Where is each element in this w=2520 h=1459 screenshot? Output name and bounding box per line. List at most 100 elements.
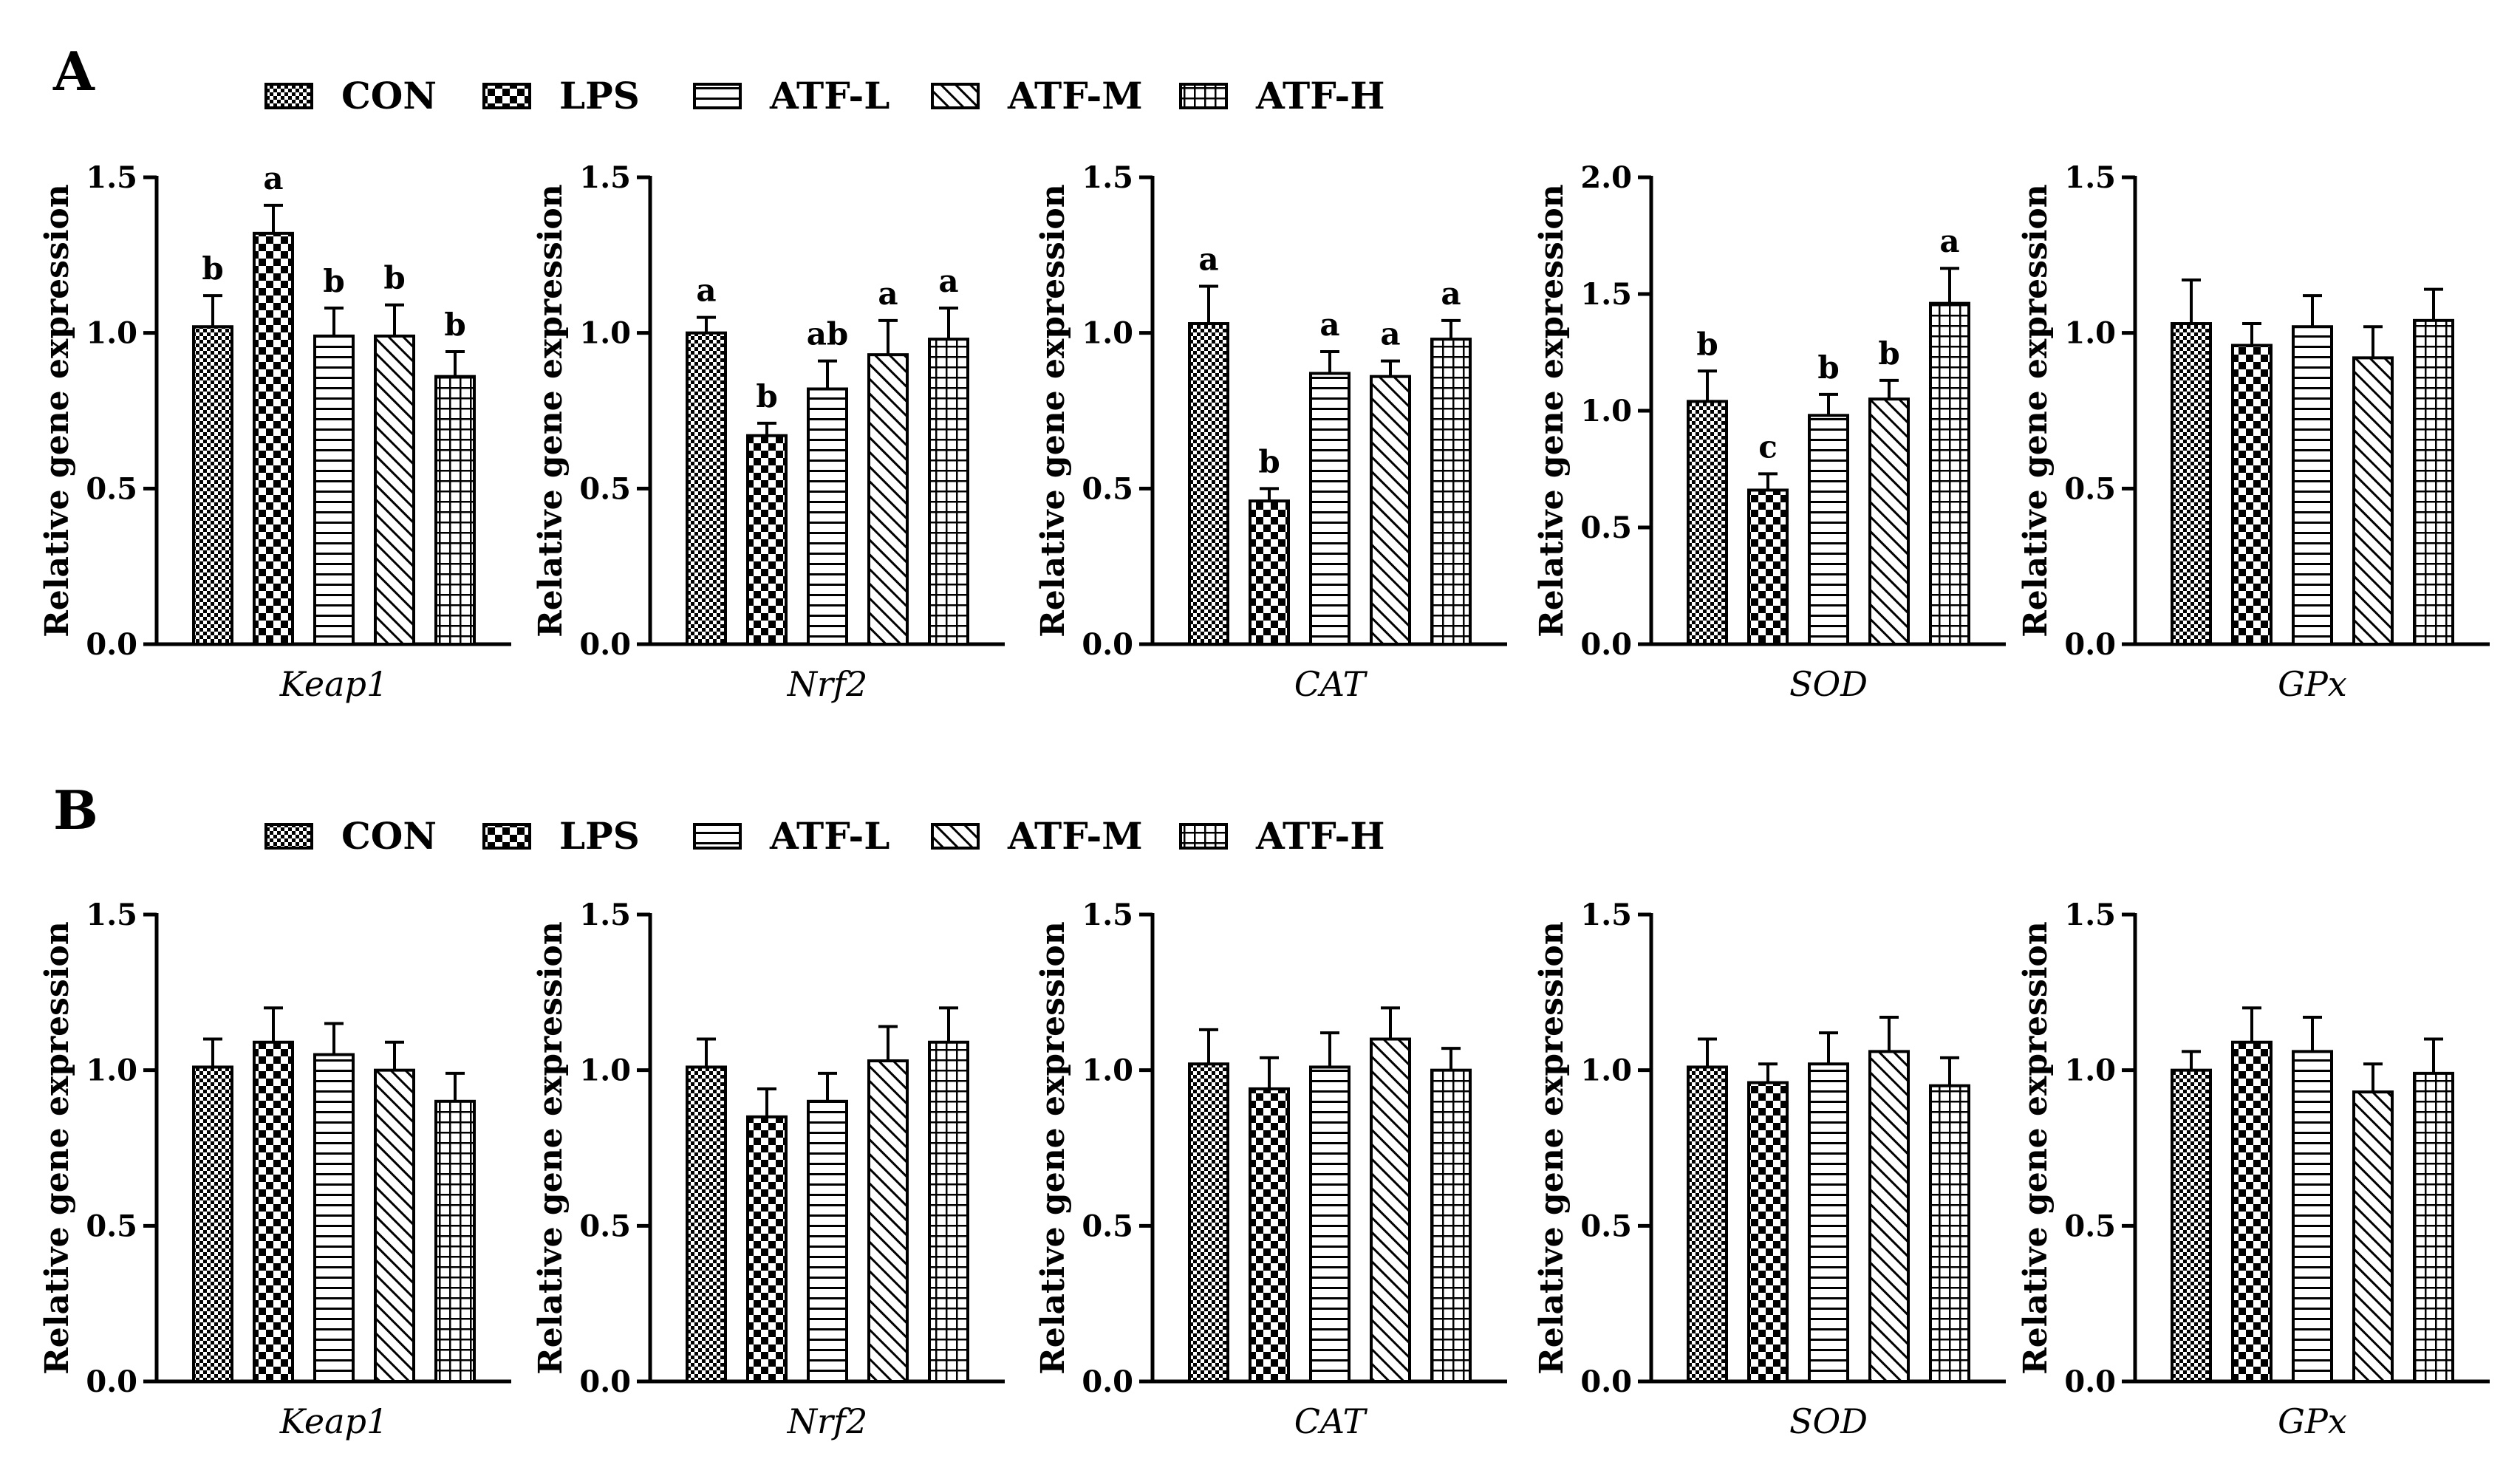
significance-label: a: [938, 263, 958, 299]
bar-lps: [2231, 344, 2273, 646]
bar-atf-m: [867, 353, 909, 646]
bar-con: [1188, 322, 1229, 646]
legend-swatch: [264, 83, 313, 109]
legend-label: ATF-H: [1255, 814, 1385, 858]
bar-atf-h: [1430, 338, 1472, 646]
y-axis-label: Relative gene expression: [38, 921, 76, 1375]
legend: CON LPS ATF-L ATF-M ATF-H: [264, 814, 1385, 858]
chart-cat: 0.0 0.5 1.0 1.5 Relative gene expression CAT: [1034, 898, 1507, 1441]
legend-item-atf-l: ATF-L: [693, 74, 889, 117]
bar-atf-h: [1430, 1068, 1472, 1383]
chart-gpx: 0.0 0.5 1.0 1.5 Relative gene expression GPx: [2017, 160, 2490, 704]
y-tick-label: 1.5: [86, 898, 137, 932]
y-tick-label: 0.0: [2064, 627, 2116, 662]
significance-label: a: [696, 273, 716, 309]
bar-atf-h: [1929, 1084, 1970, 1383]
legend-swatch: [1179, 823, 1228, 850]
y-tick-label: 0.0: [86, 627, 137, 662]
bar-con: [1188, 1062, 1229, 1383]
y-tick-label: 1.5: [1580, 898, 1632, 932]
y-axis-label: Relative gene expression: [1034, 921, 1072, 1375]
y-tick-label: 2.0: [1580, 160, 1632, 195]
bar-lps: [253, 231, 294, 646]
significance-label: a: [263, 160, 283, 197]
gene-label: CAT: [1294, 1401, 1368, 1441]
chart-nrf2: 0.0 0.5 1.0 1.5 Relative gene expression Nrf2…: [532, 160, 1005, 704]
y-tick-label: 0.0: [579, 1364, 631, 1399]
legend-item-lps: LPS: [482, 74, 640, 117]
significance-label: ab: [807, 316, 849, 352]
y-tick-label: 0.5: [86, 1209, 137, 1243]
significance-label: b: [1817, 349, 1839, 386]
y-tick-label: 1.0: [1082, 316, 1133, 351]
y-tick-label: 0.5: [2064, 471, 2116, 506]
bar-atf-l: [1808, 414, 1849, 646]
y-axis-label: Relative gene expression: [38, 184, 76, 638]
bar-atf-m: [1370, 1037, 1411, 1383]
y-tick-label: 0.0: [579, 627, 631, 662]
bar-lps: [2231, 1040, 2273, 1384]
chart-keap1: 0.0 0.5 1.0 1.5 Relative gene expression Keap…: [38, 160, 511, 704]
chart-sod: 0.0 0.5 1.0 1.5 2.0 Relative gene expression S…: [1533, 160, 2006, 704]
bar-atf-h: [434, 375, 476, 646]
significance-label: c: [1758, 428, 1778, 465]
chart-sod: 0.0 0.5 1.0 1.5 Relative gene expression SOD: [1533, 898, 2006, 1441]
legend-label: CON: [341, 814, 437, 858]
y-tick-label: 0.0: [86, 1364, 137, 1399]
y-tick-label: 1.5: [579, 898, 631, 932]
bar-atf-m: [2352, 1090, 2394, 1384]
bar-con: [686, 331, 727, 646]
y-axis-label: Relative gene expression: [1533, 184, 1571, 638]
legend-item-atf-l: ATF-L: [693, 814, 889, 858]
bar-atf-l: [2292, 1050, 2333, 1384]
y-tick-label: 1.0: [1580, 394, 1632, 428]
legend-label: ATF-H: [1255, 74, 1385, 117]
bar-atf-h: [1929, 301, 1970, 646]
legend-swatch: [931, 83, 980, 109]
y-tick-label: 1.0: [86, 1053, 137, 1088]
bar-atf-l: [313, 334, 355, 646]
y-tick-label: 1.5: [579, 160, 631, 195]
significance-label: a: [1441, 276, 1461, 312]
significance-label: b: [323, 263, 344, 299]
significance-label: a: [1198, 241, 1218, 277]
chart-nrf2: 0.0 0.5 1.0 1.5 Relative gene expression Nrf2: [532, 898, 1005, 1441]
legend-label: LPS: [559, 74, 640, 117]
legend-swatch: [264, 823, 313, 850]
legend-item-atf-m: ATF-M: [931, 814, 1143, 858]
y-axis-label: Relative gene expression: [1533, 921, 1571, 1375]
bar-con: [1687, 400, 1728, 646]
legend-swatch: [1179, 83, 1228, 109]
legend-item-atf-m: ATF-M: [931, 74, 1143, 117]
bar-atf-l: [807, 1099, 848, 1384]
bar-con: [2171, 1068, 2212, 1383]
bar-atf-l: [1309, 1065, 1351, 1384]
y-tick-label: 0.0: [1082, 627, 1133, 662]
panel-label: B: [53, 779, 98, 841]
gene-label: Keap1: [279, 664, 389, 704]
significance-label: b: [1696, 326, 1718, 362]
y-tick-label: 0.5: [579, 471, 631, 506]
gene-label: Keap1: [279, 1401, 389, 1441]
significance-label: b: [756, 378, 777, 414]
y-tick-label: 1.5: [1082, 160, 1133, 195]
y-tick-label: 0.0: [1580, 1364, 1632, 1399]
y-tick-label: 1.0: [1580, 1053, 1632, 1088]
bar-con: [192, 325, 233, 646]
bar-atf-l: [807, 387, 848, 646]
y-tick-label: 0.5: [1082, 471, 1133, 506]
y-tick-label: 1.0: [1082, 1053, 1133, 1088]
y-tick-label: 0.5: [1580, 1209, 1632, 1243]
legend-label: LPS: [559, 814, 640, 858]
gene-label: CAT: [1294, 664, 1368, 704]
panel-a: A CON LPS ATF-L ATF-M ATF-H 0.0 0.5 1.0 1.5 Rela…: [38, 40, 2490, 704]
significance-label: b: [1878, 335, 1899, 372]
legend-label: ATF-L: [769, 814, 889, 858]
bar-con: [1687, 1065, 1728, 1384]
y-tick-label: 0.5: [1580, 510, 1632, 545]
bar-atf-h: [2413, 318, 2454, 646]
y-tick-label: 0.5: [579, 1209, 631, 1243]
legend-label: ATF-M: [1007, 74, 1143, 117]
bar-atf-m: [374, 1068, 415, 1383]
